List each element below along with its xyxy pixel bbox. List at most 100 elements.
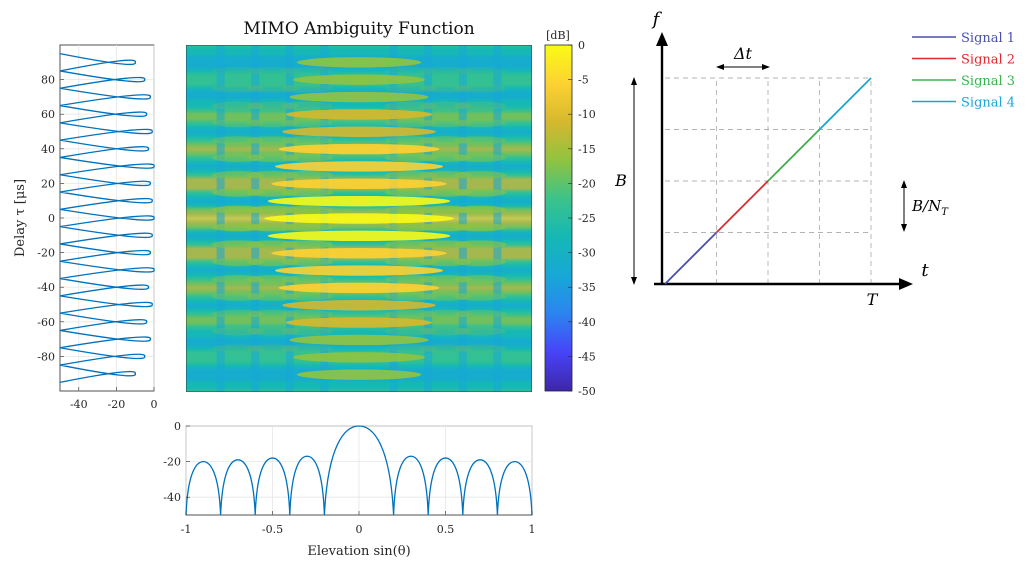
heatmap-side-lobe xyxy=(454,309,507,319)
heatmap-side-lobe xyxy=(281,257,334,267)
heatmap-side-lobe xyxy=(211,66,264,76)
heatmap-side-lobe xyxy=(384,84,437,93)
heatmap-side-lobe xyxy=(384,66,437,76)
colorbar-tick-label: -10 xyxy=(578,108,596,121)
heatmap-lobe xyxy=(274,161,444,172)
delay-cut-panel: -40 -20 0 80 60 40 20 0 -20 -40 -60 -80 Delay τ [μs… xyxy=(13,44,158,411)
delta-t-head-right xyxy=(762,64,770,70)
heatmap-side-lobe xyxy=(384,101,437,110)
heatmap-side-lobe xyxy=(281,292,334,301)
colorbar-tick-label: -25 xyxy=(578,212,596,225)
heatmap-side-lobe xyxy=(281,222,334,232)
legend: Signal 1 Signal 2 Signal 3 Signal 4 xyxy=(912,31,1015,111)
band-arrow-head-top xyxy=(901,180,907,188)
heatmap-side-lobe xyxy=(419,84,472,93)
heatmap-side-lobe xyxy=(211,101,264,110)
heatmap-lobe xyxy=(293,352,425,363)
heatmap-side-lobe xyxy=(246,118,299,128)
heatmap-side-lobe xyxy=(281,101,334,110)
heatmap-lobe xyxy=(289,91,429,103)
heatmap-null-column xyxy=(251,45,260,392)
signal-line xyxy=(715,180,769,234)
delay-cut-curve xyxy=(59,53,155,383)
delta-t-label: Δt xyxy=(733,44,753,63)
heatmap-lobe xyxy=(278,143,440,155)
heatmap-side-lobe xyxy=(454,136,507,145)
heatmap-body xyxy=(186,45,532,392)
heatmap-side-lobe xyxy=(454,66,507,76)
heatmap-title: MIMO Ambiguity Function xyxy=(243,19,474,39)
heatmap-side-lobe xyxy=(281,275,334,284)
t-end-label: T xyxy=(867,290,879,309)
colorbar-ticks: 0 -5 -10 -15 -20 -25 -30 -35 -40 -45 -50 xyxy=(568,39,596,398)
heatmap-side-lobe xyxy=(246,327,299,336)
heatmap-side-lobe xyxy=(211,344,264,353)
heatmap-lobe xyxy=(282,126,436,137)
heatmap-side-lobe xyxy=(454,118,507,128)
heatmap-side-lobe xyxy=(211,118,264,128)
delay-y-tick-label: -60 xyxy=(37,316,55,329)
elevation-x-tick-label: 0.5 xyxy=(437,523,455,536)
heatmap-side-lobe xyxy=(281,205,334,215)
heatmap-side-lobe xyxy=(281,170,334,180)
elevation-axis-label: Elevation sin(θ) xyxy=(307,544,410,559)
delta-t-head-left xyxy=(716,64,724,70)
t-axis-label: t xyxy=(921,260,929,281)
delay-axis-label: Delay τ [μs] xyxy=(13,179,28,257)
heatmap-side-lobe xyxy=(281,188,334,197)
heatmap-side-lobe xyxy=(246,66,299,76)
colorbar-tick-label: -30 xyxy=(578,247,596,260)
heatmap-side-lobe xyxy=(281,136,334,145)
heatmap-side-lobe xyxy=(211,136,264,145)
heatmap-side-lobe xyxy=(281,84,334,93)
heatmap-lobe xyxy=(267,230,451,242)
legend-label: Signal 3 xyxy=(961,74,1015,89)
legend-label: Signal 4 xyxy=(961,96,1015,111)
f-axis-label: f xyxy=(651,9,663,30)
heatmap-side-lobe xyxy=(211,84,264,93)
elevation-cut-ticks: -1 -0.5 0 0.5 1 0 -20 -40 xyxy=(163,420,535,536)
elevation-y-tick-label: -20 xyxy=(163,456,181,469)
heatmap-lobe xyxy=(274,265,444,276)
legend-label: Signal 2 xyxy=(961,53,1015,68)
heatmap-side-lobe xyxy=(454,344,507,353)
elevation-y-tick-label: 0 xyxy=(174,420,181,433)
heatmap-side-lobe xyxy=(384,153,437,162)
heatmap-side-lobe xyxy=(384,292,437,301)
heatmap-side-lobe xyxy=(419,66,472,76)
heatmap-side-lobe xyxy=(454,188,507,197)
heatmap-lobe xyxy=(271,178,447,189)
heatmap-side-lobe xyxy=(211,275,264,284)
delay-x-tick-label: -20 xyxy=(108,398,126,411)
elevation-x-tick-label: 1 xyxy=(529,523,536,536)
heatmap-lobe xyxy=(271,248,447,259)
elevation-x-tick-label: -1 xyxy=(181,523,192,536)
elevation-y-tick-label: -40 xyxy=(163,491,181,504)
delay-y-tick-label: 40 xyxy=(41,143,55,156)
colorbar-tick-label: -20 xyxy=(578,177,596,190)
heatmap-side-lobe xyxy=(419,309,472,319)
heatmap-side-lobe xyxy=(454,275,507,284)
colorbar-tick-label: 0 xyxy=(578,39,585,52)
heatmap-side-lobe xyxy=(419,292,472,301)
heatmap-side-lobe xyxy=(384,118,437,128)
heatmap-side-lobe xyxy=(454,205,507,215)
legend-label: Signal 1 xyxy=(961,31,1015,46)
colorbar-gradient xyxy=(544,44,573,392)
heatmap-side-lobe xyxy=(454,84,507,93)
elevation-cut-panel: -1 -0.5 0 0.5 1 0 -20 -40 Elevation sin(θ) xyxy=(163,420,535,559)
heatmap-side-lobe xyxy=(454,101,507,110)
heatmap-side-lobe xyxy=(281,66,334,76)
elevation-x-tick-label: -0.5 xyxy=(262,523,283,536)
heatmap-side-lobe xyxy=(211,153,264,162)
heatmap-side-lobe xyxy=(454,170,507,180)
heatmap-side-lobe xyxy=(384,327,437,336)
colorbar: [dB] 0 -5 -10 -15 -20 -25 -30 -35 -40 -45 -50 xyxy=(544,29,596,398)
signal-line xyxy=(767,128,821,182)
signal-lines xyxy=(664,77,872,285)
heatmap-side-lobe xyxy=(419,136,472,145)
heatmap-lobe xyxy=(296,57,422,68)
heatmap-side-lobe xyxy=(211,292,264,301)
heatmap-lobe xyxy=(285,317,433,328)
